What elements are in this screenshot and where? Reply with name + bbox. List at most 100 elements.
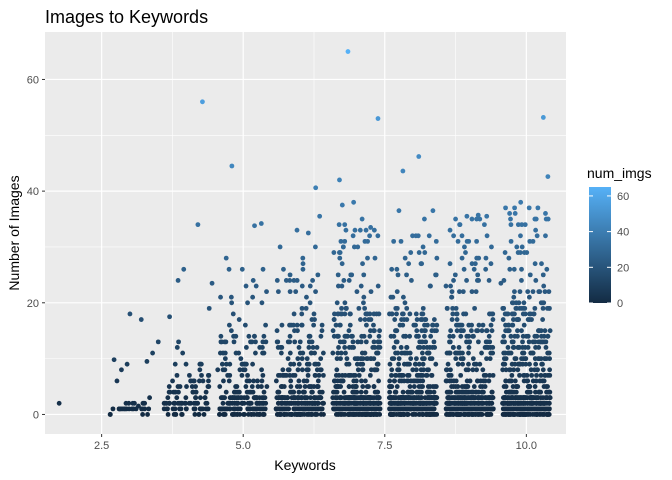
data-point: [501, 305, 506, 311]
data-point: [458, 372, 464, 378]
data-point: [413, 233, 419, 239]
data-point: [456, 345, 462, 350]
data-point: [227, 361, 233, 367]
data-point: [512, 211, 518, 216]
data-point: [433, 272, 439, 278]
data-point: [477, 361, 483, 367]
data-point: [367, 233, 373, 239]
data-point: [529, 350, 535, 356]
data-point: [146, 406, 152, 412]
data-point: [451, 400, 457, 406]
data-point: [387, 389, 393, 395]
data-point: [483, 266, 489, 272]
data-point: [520, 339, 525, 345]
data-point: [444, 367, 450, 373]
data-point: [414, 317, 420, 322]
data-point: [196, 412, 202, 417]
data-point: [295, 367, 301, 373]
data-point: [527, 361, 532, 367]
data-point: [297, 384, 303, 389]
data-point: [547, 328, 553, 334]
data-point: [300, 255, 306, 261]
data-point: [361, 272, 367, 278]
data-point: [393, 400, 399, 406]
data-point: [350, 339, 356, 345]
data-point: [250, 406, 256, 412]
data-point: [408, 356, 414, 362]
data-point: [413, 367, 419, 373]
data-point: [358, 317, 363, 322]
data-point: [407, 406, 413, 412]
data-point: [359, 367, 365, 373]
data-point: [352, 356, 358, 362]
data-point: [528, 367, 534, 373]
data-point: [368, 356, 374, 362]
data-point: [253, 283, 259, 289]
data-point: [219, 361, 225, 367]
data-point: [299, 367, 305, 373]
data-point: [250, 294, 256, 300]
data-point: [490, 311, 496, 317]
data-point: [398, 345, 404, 350]
data-point: [400, 389, 406, 395]
data-point: [420, 378, 426, 384]
data-point: [482, 384, 488, 389]
data-point: [416, 372, 421, 378]
data-point: [333, 322, 339, 328]
data-point: [509, 339, 515, 345]
x-axis-title: Keywords: [274, 457, 335, 473]
data-point: [469, 328, 474, 334]
data-point: [512, 289, 517, 295]
y-tick-label: 40: [27, 186, 39, 198]
data-point: [469, 289, 475, 295]
data-point: [261, 406, 266, 412]
data-point: [291, 361, 297, 367]
data-point: [471, 266, 477, 272]
data-point: [463, 389, 469, 395]
data-point: [513, 356, 519, 362]
data-point: [508, 406, 514, 412]
data-point: [399, 372, 405, 378]
data-point: [544, 266, 550, 272]
data-point: [284, 406, 290, 412]
data-point: [506, 255, 512, 261]
data-point: [422, 250, 428, 255]
data-point: [56, 400, 62, 406]
data-point: [521, 350, 527, 356]
data-point: [431, 406, 437, 412]
data-point: [431, 395, 436, 401]
data-point: [421, 345, 427, 350]
data-point: [347, 395, 352, 401]
data-point: [543, 372, 548, 378]
data-point: [448, 367, 453, 373]
data-point: [422, 328, 427, 334]
data-point: [469, 400, 475, 406]
data-point: [264, 289, 269, 295]
data-point: [474, 367, 479, 373]
data-point: [508, 412, 513, 417]
data-point: [297, 412, 303, 417]
data-point: [404, 406, 410, 412]
data-point: [410, 400, 416, 406]
data-point: [351, 389, 357, 395]
data-point: [543, 339, 549, 345]
data-point: [197, 395, 203, 401]
data-point: [192, 406, 198, 412]
data-point: [399, 395, 405, 401]
data-point: [145, 412, 150, 417]
data-point: [522, 222, 528, 228]
x-tick-label: 2.5: [94, 440, 109, 452]
data-point: [246, 333, 252, 339]
data-point: [354, 361, 360, 367]
data-point: [332, 406, 338, 412]
data-point: [427, 283, 433, 289]
data-point: [186, 400, 192, 406]
data-point: [542, 400, 548, 406]
data-point: [258, 221, 264, 226]
data-point: [296, 361, 302, 367]
data-point: [489, 328, 495, 334]
data-point: [242, 361, 248, 367]
data-point: [470, 389, 476, 395]
data-point: [507, 367, 512, 373]
data-point: [245, 300, 250, 306]
